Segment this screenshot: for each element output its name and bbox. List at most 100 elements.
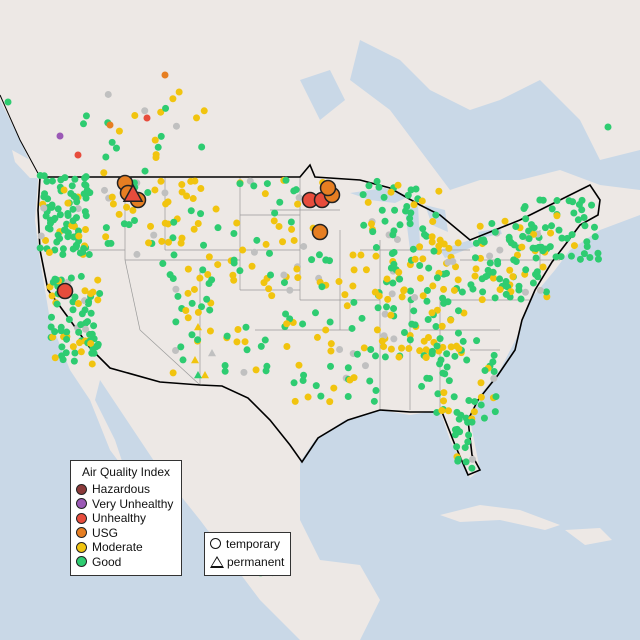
- monitor-point[interactable]: [420, 230, 428, 238]
- monitor-point[interactable]: [387, 345, 395, 353]
- monitor-point[interactable]: [357, 251, 365, 259]
- monitor-point[interactable]: [54, 231, 62, 239]
- monitor-point[interactable]: [404, 191, 412, 199]
- monitor-point[interactable]: [69, 343, 77, 351]
- monitor-point[interactable]: [233, 338, 241, 346]
- monitor-point[interactable]: [109, 200, 117, 208]
- monitor-point[interactable]: [490, 374, 498, 382]
- monitor-point[interactable]: [453, 408, 461, 416]
- monitor-point[interactable]: [170, 251, 178, 259]
- monitor-point[interactable]: [433, 274, 441, 282]
- monitor-point[interactable]: [373, 326, 381, 334]
- monitor-point[interactable]: [469, 285, 477, 293]
- monitor-point[interactable]: [590, 223, 598, 231]
- monitor-point[interactable]: [267, 271, 275, 279]
- monitor-point[interactable]: [494, 260, 502, 268]
- monitor-point[interactable]: [125, 221, 133, 229]
- monitor-point[interactable]: [280, 271, 288, 279]
- monitor-point[interactable]: [411, 255, 419, 263]
- monitor-point[interactable]: [443, 363, 451, 371]
- monitor-point[interactable]: [83, 186, 91, 194]
- monitor-point[interactable]: [172, 318, 180, 326]
- monitor-point[interactable]: [141, 167, 149, 175]
- monitor-point[interactable]: [317, 392, 325, 400]
- monitor-point[interactable]: [373, 177, 381, 185]
- monitor-point[interactable]: [96, 289, 104, 297]
- monitor-point[interactable]: [426, 374, 434, 382]
- monitor-point[interactable]: [198, 143, 206, 151]
- monitor-point[interactable]: [436, 335, 444, 343]
- monitor-point[interactable]: [196, 274, 204, 282]
- monitor-point[interactable]: [454, 329, 462, 337]
- monitor-point[interactable]: [420, 337, 428, 345]
- monitor-point[interactable]: [131, 217, 139, 225]
- monitor-point[interactable]: [300, 242, 308, 250]
- monitor-point[interactable]: [262, 240, 270, 248]
- monitor-point[interactable]: [465, 431, 473, 439]
- monitor-point[interactable]: [525, 227, 533, 235]
- monitor-point[interactable]: [319, 179, 337, 197]
- monitor-point[interactable]: [451, 431, 459, 439]
- monitor-point[interactable]: [568, 231, 576, 239]
- monitor-point[interactable]: [408, 320, 416, 328]
- monitor-point[interactable]: [578, 206, 586, 214]
- monitor-point[interactable]: [454, 455, 462, 463]
- monitor-point[interactable]: [169, 274, 177, 282]
- monitor-point[interactable]: [418, 382, 426, 390]
- monitor-point[interactable]: [496, 286, 504, 294]
- monitor-point[interactable]: [288, 225, 296, 233]
- monitor-point[interactable]: [147, 222, 155, 230]
- monitor-point[interactable]: [47, 219, 55, 227]
- monitor-point[interactable]: [521, 203, 529, 211]
- monitor-point[interactable]: [381, 310, 389, 318]
- monitor-point[interactable]: [359, 191, 367, 199]
- monitor-point[interactable]: [214, 224, 222, 232]
- monitor-point[interactable]: [406, 336, 414, 344]
- monitor-point[interactable]: [75, 328, 83, 336]
- monitor-point[interactable]: [583, 243, 591, 251]
- monitor-point[interactable]: [410, 201, 418, 209]
- monitor-point[interactable]: [539, 247, 547, 255]
- monitor-point[interactable]: [432, 323, 440, 331]
- monitor-point[interactable]: [548, 205, 556, 213]
- monitor-point[interactable]: [71, 293, 79, 301]
- monitor-point[interactable]: [439, 369, 447, 377]
- monitor-point[interactable]: [418, 197, 426, 205]
- monitor-point[interactable]: [194, 336, 202, 344]
- monitor-point[interactable]: [464, 438, 472, 446]
- monitor-point[interactable]: [191, 177, 199, 185]
- monitor-point[interactable]: [367, 220, 375, 228]
- monitor-point[interactable]: [327, 340, 335, 348]
- monitor-point[interactable]: [36, 171, 44, 179]
- monitor-point[interactable]: [570, 242, 578, 250]
- monitor-point[interactable]: [393, 236, 401, 244]
- monitor-point[interactable]: [240, 368, 248, 376]
- monitor-point[interactable]: [490, 351, 498, 359]
- monitor-point[interactable]: [242, 323, 250, 331]
- monitor-point[interactable]: [492, 393, 500, 401]
- monitor-point[interactable]: [477, 401, 485, 409]
- monitor-point[interactable]: [481, 367, 489, 375]
- monitor-point[interactable]: [243, 346, 251, 354]
- monitor-point[interactable]: [470, 408, 478, 416]
- monitor-point[interactable]: [517, 295, 525, 303]
- monitor-point[interactable]: [454, 307, 462, 315]
- monitor-point[interactable]: [57, 176, 65, 184]
- monitor-point[interactable]: [263, 180, 271, 188]
- monitor-point[interactable]: [45, 248, 53, 256]
- monitor-point[interactable]: [530, 224, 538, 232]
- monitor-point[interactable]: [525, 235, 533, 243]
- monitor-point[interactable]: [290, 379, 298, 387]
- monitor-point[interactable]: [367, 345, 375, 353]
- monitor-point[interactable]: [350, 266, 358, 274]
- monitor-point[interactable]: [165, 238, 173, 246]
- monitor-point[interactable]: [177, 343, 185, 351]
- monitor-point[interactable]: [478, 275, 486, 283]
- monitor-point[interactable]: [400, 329, 408, 337]
- monitor-point[interactable]: [286, 286, 294, 294]
- monitor-point[interactable]: [161, 189, 169, 197]
- monitor-point[interactable]: [389, 279, 397, 287]
- monitor-point[interactable]: [253, 236, 261, 244]
- monitor-point[interactable]: [586, 253, 594, 261]
- monitor-point[interactable]: [239, 246, 247, 254]
